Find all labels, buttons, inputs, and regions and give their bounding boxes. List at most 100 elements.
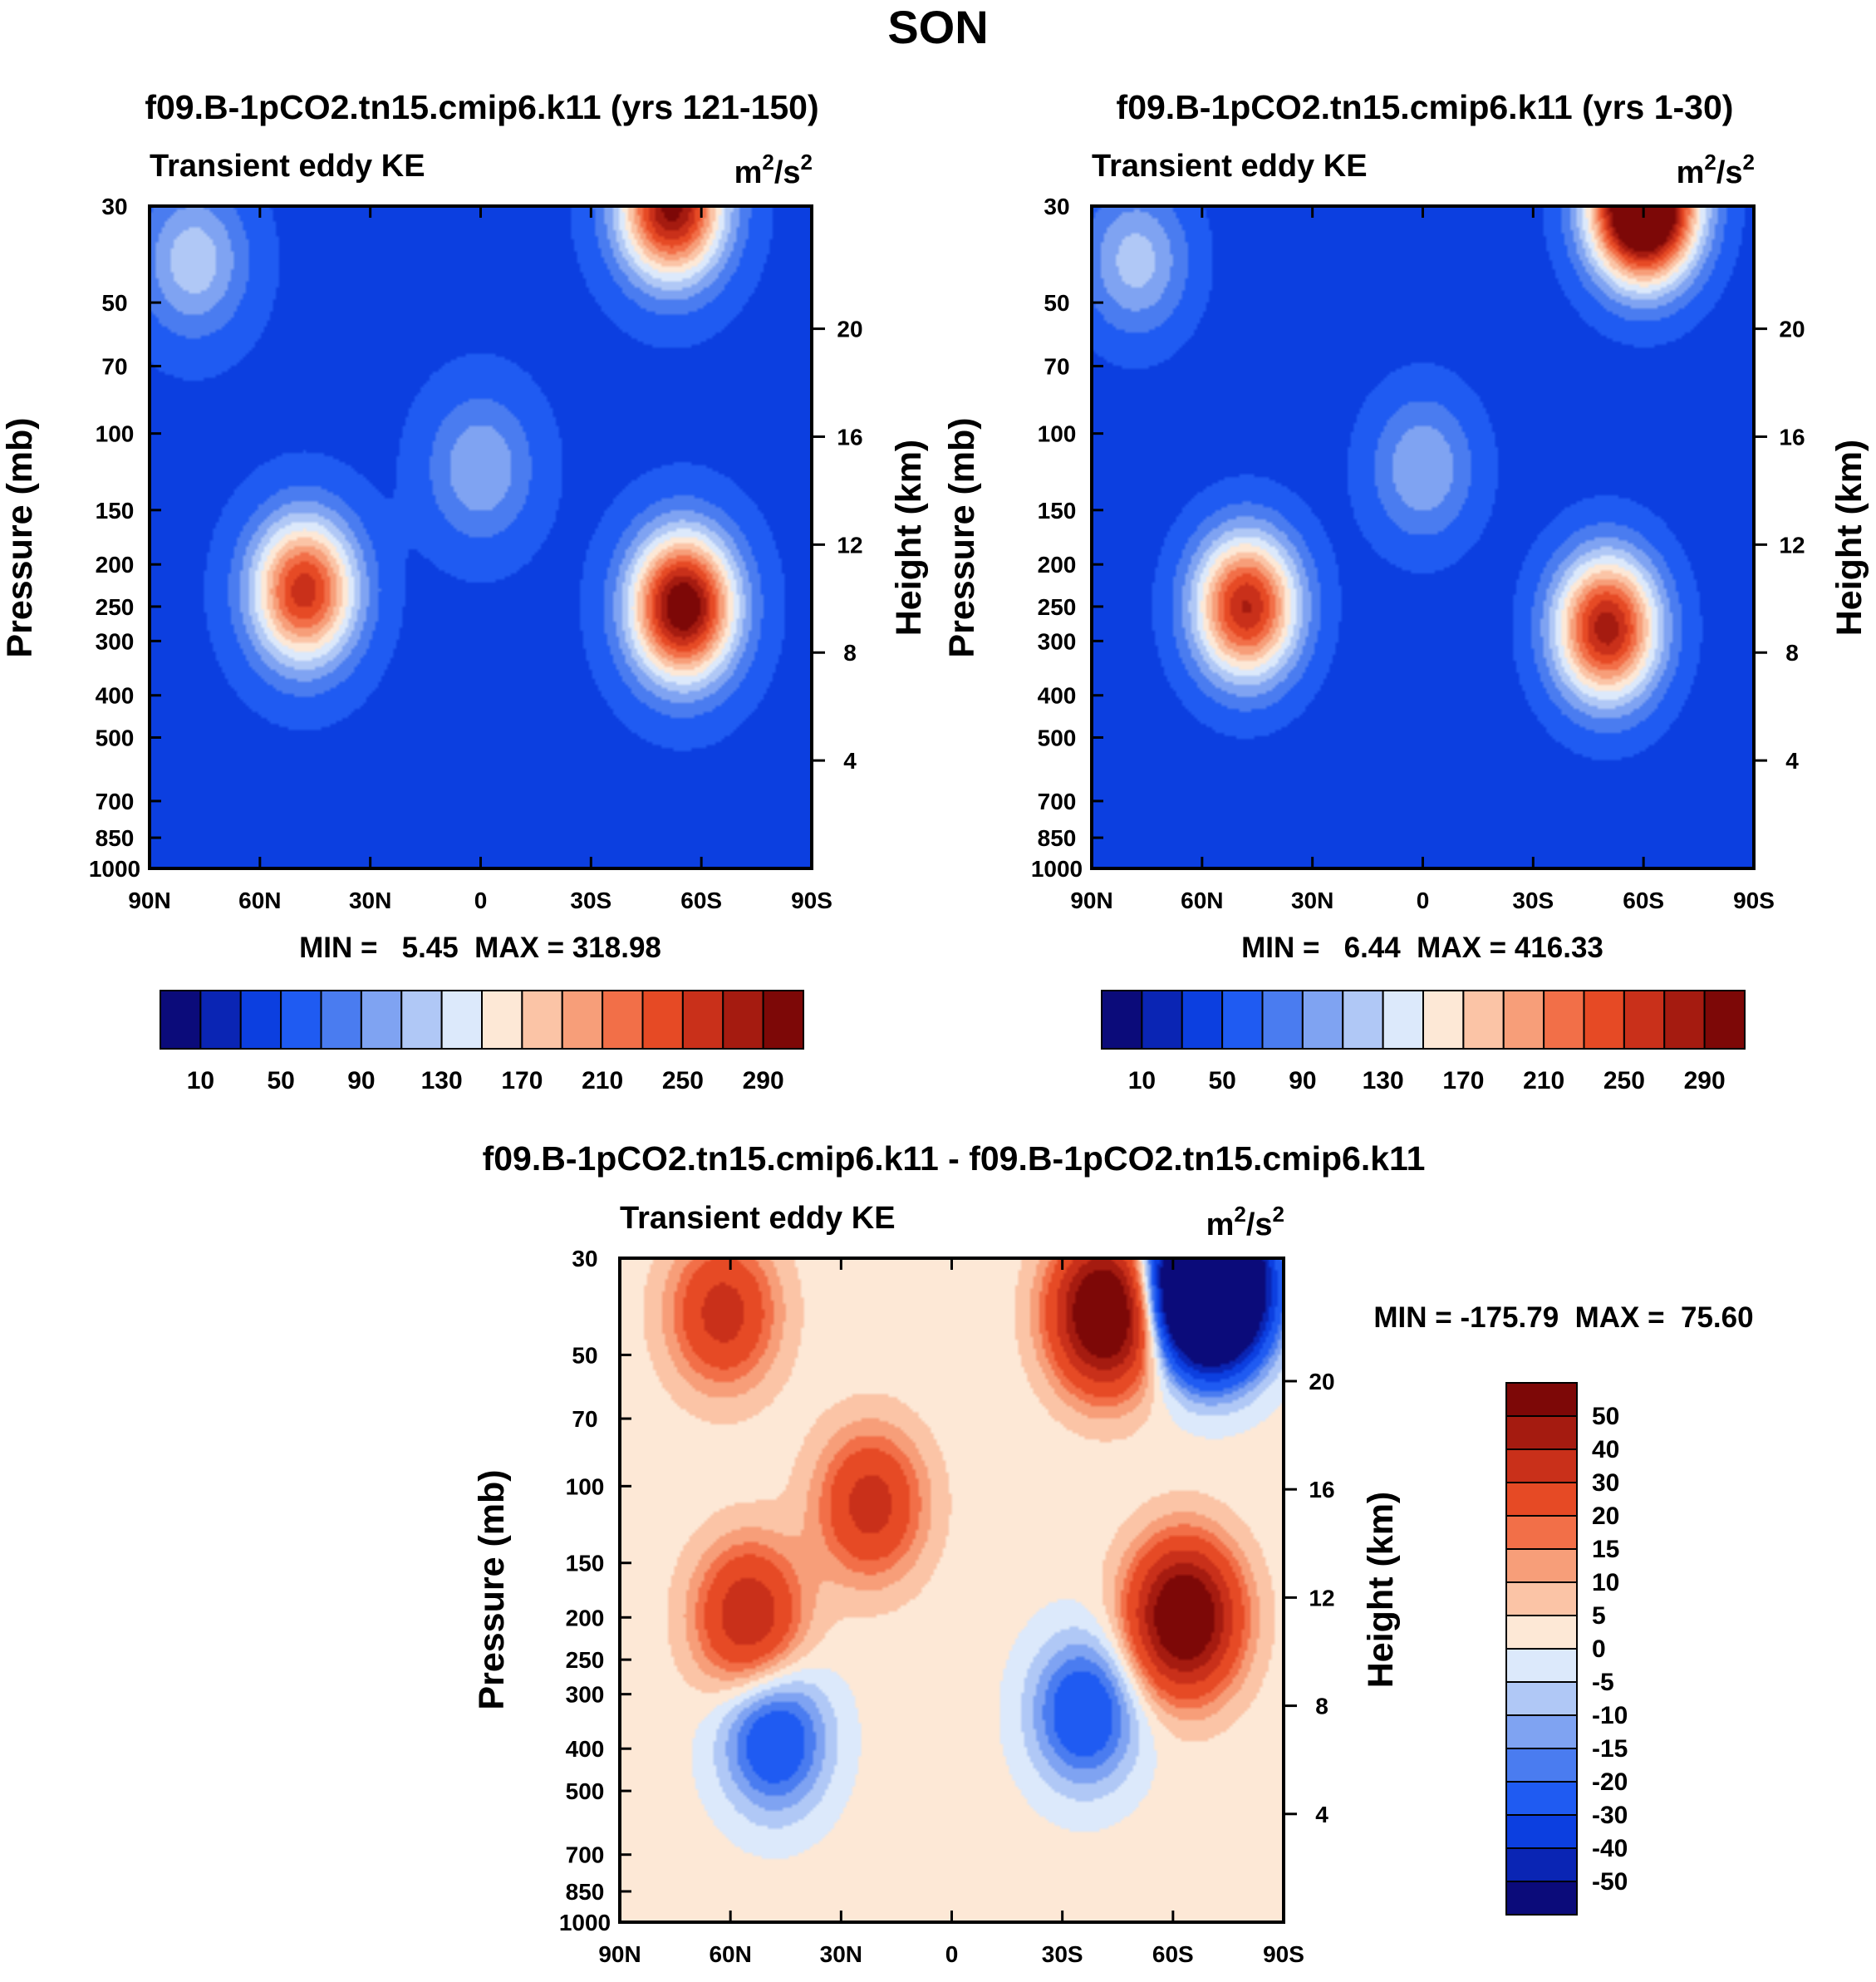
panel-2-colorbar-swatch xyxy=(1382,990,1424,1050)
panel-2-colorbar-label: 290 xyxy=(1684,1067,1726,1094)
panel-1-y-axis: 30 50 70 100 150 200 250 300 400 500 700 850 1000 xyxy=(89,194,161,882)
panel-1-colorbar-swatch xyxy=(602,990,644,1050)
panel-3-colorbar-swatch xyxy=(1505,1714,1578,1749)
panel-1-y-tick-label: 250 xyxy=(96,594,135,620)
panel-1-colorbar-label: 130 xyxy=(421,1067,463,1094)
panel-2-colorbar-label: 170 xyxy=(1442,1067,1484,1094)
panel-1-y-tick-label: 150 xyxy=(96,498,135,524)
panel-2-colorbar-swatch xyxy=(1583,990,1625,1050)
panel-3-y-tick-label: 400 xyxy=(566,1736,605,1762)
panel-3-colorbar-label: -50 xyxy=(1592,1868,1628,1896)
panel-1-x-tick-label: 90S xyxy=(791,888,832,913)
panel-3-y-axis: 30 50 70 100 150 200 250 300 400 500 700 850 1000 xyxy=(559,1246,631,1935)
panel-2-ylabel-right: Height (km) xyxy=(1829,440,1869,637)
panel-3-colorbar-swatch xyxy=(1505,1814,1578,1849)
panel-3-x-tick-label: 90N xyxy=(598,1941,641,1967)
panel-3-y-tick-label: 30 xyxy=(572,1246,597,1271)
panel-1-colorbar-label: 290 xyxy=(743,1067,784,1094)
panel-3-colorbar-swatch xyxy=(1505,1581,1578,1616)
panel-1-colorbar-swatch xyxy=(481,990,523,1050)
panel-2-colorbar: 10 50 90 130 170 210 250 290 xyxy=(1101,990,1746,1094)
panel-3-colorbar-label: 0 xyxy=(1592,1635,1606,1663)
panel-3-heatmap xyxy=(620,1258,1284,1922)
panel-3-colorbar-label: 20 xyxy=(1592,1502,1619,1530)
panel-3-height-tick-label: 8 xyxy=(1315,1694,1328,1719)
panel-3-colorbar-label: -20 xyxy=(1592,1768,1628,1796)
panel-3-variable: Transient eddy KE xyxy=(620,1201,896,1236)
panel-2-y-tick-label: 70 xyxy=(1044,354,1069,380)
panel-1-colorbar-swatch xyxy=(561,990,604,1050)
figure-title: SON xyxy=(887,1,988,53)
panel-3-colorbar-label: -10 xyxy=(1592,1702,1628,1729)
panel-1-colorbar-swatch xyxy=(641,990,684,1050)
panel-1-x-tick-label: 30N xyxy=(349,888,391,913)
panel-3-colorbar-swatch xyxy=(1505,1881,1578,1916)
panel-2-height-tick-label: 8 xyxy=(1785,640,1799,666)
panel-2-title: f09.B-1pCO2.tn15.cmip6.k11 (yrs 1-30) xyxy=(1117,88,1734,126)
panel-1-colorbar-swatch xyxy=(360,990,403,1050)
panel-3-colorbar-label: -15 xyxy=(1592,1735,1628,1763)
panel-1-y-tick-label: 300 xyxy=(96,628,135,654)
panel-3-title: f09.B-1pCO2.tn15.cmip6.k11 - f09.B-1pCO2… xyxy=(483,1139,1426,1178)
panel-1-height-tick-label: 12 xyxy=(837,532,862,558)
panel-1-y-tick-label: 70 xyxy=(101,354,127,380)
panel-2-colorbar-swatch xyxy=(1462,990,1505,1050)
panel-2-units: m2/s2 xyxy=(1677,150,1755,190)
panel-3-y-tick-label: 500 xyxy=(566,1778,605,1804)
panel-1-ylabel: Pressure (mb) xyxy=(0,417,40,657)
panel-2-colorbar-label: 130 xyxy=(1363,1067,1404,1094)
panel-2-y-tick-label: 700 xyxy=(1038,789,1077,814)
panel-1-colorbar-swatch xyxy=(320,990,362,1050)
panel-2-colorbar-swatch xyxy=(1502,990,1545,1050)
panel-3-ylabel: Pressure (mb) xyxy=(472,1469,512,1709)
panel-1-heatmap xyxy=(150,206,812,868)
panel-2-y-tick-label: 100 xyxy=(1038,421,1077,447)
panel-2-height-tick-label: 4 xyxy=(1785,748,1799,774)
panel-3-colorbar-label: 40 xyxy=(1592,1436,1619,1463)
panel-1-y-tick-label: 100 xyxy=(96,421,135,447)
panel-3-colorbar-swatch xyxy=(1505,1482,1578,1517)
panel-1-colorbar-swatch xyxy=(521,990,563,1050)
panel-3-height-tick-label: 16 xyxy=(1309,1477,1334,1502)
panel-3-x-tick-label: 90S xyxy=(1263,1941,1304,1967)
panel-2-colorbar-swatch xyxy=(1181,990,1224,1050)
panel-2-colorbar-swatch xyxy=(1703,990,1746,1050)
panel-3-y-tick-label: 50 xyxy=(572,1342,597,1368)
panel-2-colorbar-label: 50 xyxy=(1208,1067,1235,1094)
panel-3-y-tick-label: 1000 xyxy=(559,1910,611,1935)
panel-3-x-tick-label: 60S xyxy=(1152,1941,1194,1967)
panel-3-x-tick-label: 60N xyxy=(709,1941,751,1967)
panel-1-colorbar-label: 250 xyxy=(662,1067,704,1094)
panel-3-x-tick-label: 30S xyxy=(1042,1941,1083,1967)
panel-1-y-tick-label: 1000 xyxy=(89,856,140,882)
panel-1-variable: Transient eddy KE xyxy=(150,149,425,184)
panel-1-height-tick-label: 4 xyxy=(843,748,857,774)
panel-1-y-tick-label: 850 xyxy=(96,825,135,851)
panel-2-colorbar-label: 250 xyxy=(1603,1067,1645,1094)
panel-2-colorbar-swatch xyxy=(1101,990,1143,1050)
panel-2-y-tick-label: 30 xyxy=(1044,194,1069,219)
panel-3-colorbar-swatch xyxy=(1505,1515,1578,1550)
panel-1-y-tick-label: 400 xyxy=(96,683,135,709)
panel-2: f09.B-1pCO2.tn15.cmip6.k11 (yrs 1-30) Tr… xyxy=(942,88,1869,1094)
panel-1-colorbar: 10 50 90 130 170 210 250 290 xyxy=(160,990,804,1094)
panel-3-height-tick-label: 20 xyxy=(1309,1369,1334,1394)
panel-3-units: m2/s2 xyxy=(1206,1202,1284,1242)
panel-1-colorbar-label: 170 xyxy=(501,1067,543,1094)
panel-2-x-tick-label: 30N xyxy=(1291,888,1333,913)
panel-1-colorbar-label: 50 xyxy=(267,1067,294,1094)
panel-3-stats: MIN = -175.79 MAX = 75.60 xyxy=(1373,1301,1753,1334)
panel-1-colorbar-swatch xyxy=(400,990,443,1050)
panel-3-colorbar-swatch xyxy=(1505,1781,1578,1816)
panel-3-colorbar-swatch xyxy=(1505,1615,1578,1650)
panel-3-colorbar-swatch xyxy=(1505,1748,1578,1783)
panel-2-variable: Transient eddy KE xyxy=(1092,149,1368,184)
panel-2-stats: MIN = 6.44 MAX = 416.33 xyxy=(1241,932,1603,964)
panel-3-y-tick-label: 70 xyxy=(572,1406,597,1432)
panel-3-y-tick-label: 700 xyxy=(566,1842,605,1868)
panel-1-colorbar-swatch xyxy=(722,990,764,1050)
panel-3-colorbar-swatch xyxy=(1505,1548,1578,1583)
panel-2-x-tick-label: 60N xyxy=(1181,888,1223,913)
panel-3-colorbar-label: 5 xyxy=(1592,1602,1606,1630)
